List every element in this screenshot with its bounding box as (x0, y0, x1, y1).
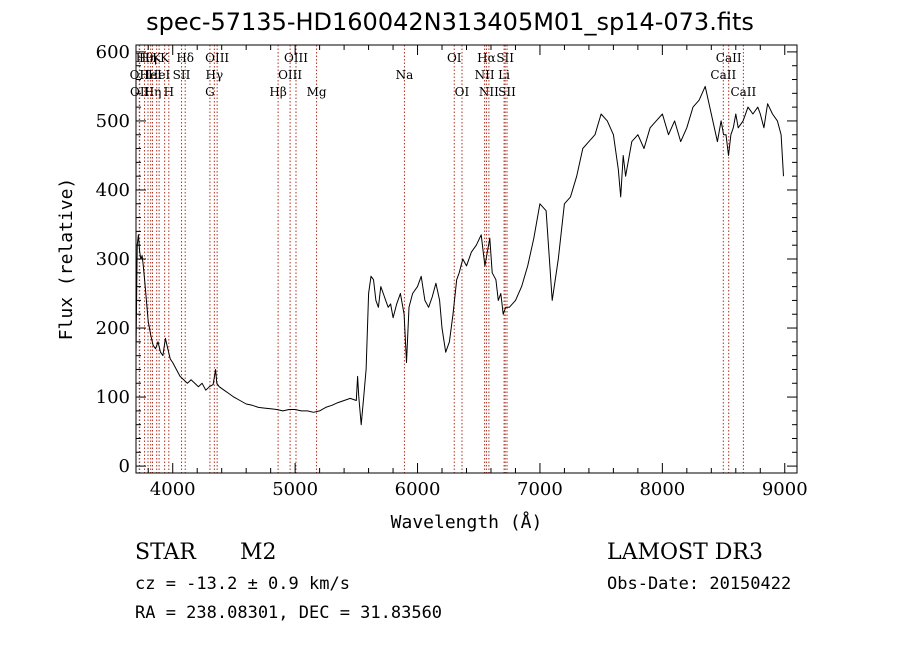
line-marker-label: Hη (144, 85, 162, 99)
line-marker-labels: OIIOIIHθHηHeIHηKHeIKHSIIHδGHγOIIIHβOIIIO… (130, 51, 757, 99)
line-marker-label: Mg (307, 85, 327, 99)
chart-title: spec-57135-HD160042N313405M01_sp14-073.f… (146, 8, 754, 36)
plot-frame (135, 44, 798, 474)
line-marker-label: CaII (716, 51, 742, 65)
line-marker-label: NII (479, 85, 499, 99)
line-marker-label: Hα (477, 51, 496, 65)
spectrum-line (135, 85, 784, 426)
line-marker-label: OI (455, 85, 470, 99)
x-tick-label: 9000 (762, 479, 808, 500)
line-marker-label: OII (130, 68, 150, 82)
line-marker-label: H (164, 85, 174, 99)
coordinates: RA = 238.08301, DEC = 31.83560 (135, 603, 443, 623)
y-tick-label: 500 (96, 111, 130, 132)
line-markers (138, 45, 744, 473)
y-tick-label: 600 (96, 42, 130, 63)
line-marker-label: G (205, 85, 215, 99)
line-marker-label: Li (498, 68, 510, 82)
y-tick-label: 200 (96, 318, 130, 339)
x-tick-label: 6000 (395, 479, 441, 500)
line-marker-label: Hβ (269, 85, 286, 99)
y-tick-label: 300 (96, 249, 130, 270)
cz-value: cz = -13.2 ± 0.9 km/s (135, 574, 350, 594)
line-marker-label: OIII (205, 51, 229, 65)
line-marker-label: OII (130, 85, 150, 99)
y-tick-label: 100 (96, 387, 130, 408)
x-tick-label: 4000 (150, 479, 196, 500)
line-marker-label: K (152, 51, 162, 65)
subclass-label: M2 (240, 540, 277, 565)
line-marker-label: HeI (148, 68, 171, 82)
line-marker-label: SII (498, 85, 516, 99)
line-marker-label: Hδ (176, 51, 194, 65)
survey-label: LAMOST DR3 (607, 540, 763, 565)
line-marker-label: Hθ (136, 51, 154, 65)
x-axis-label: Wavelength (Å) (391, 511, 543, 533)
y-axis-label: Flux (relative) (56, 178, 77, 341)
y-tick-label: 400 (96, 180, 130, 201)
x-tick-label: 5000 (272, 479, 318, 500)
line-marker-label: SII (496, 51, 514, 65)
line-marker-label: SII (173, 68, 191, 82)
line-marker-label: Na (396, 68, 414, 82)
x-axis: 4000 5000 6000 7000 8000 9000 (147, 45, 808, 500)
line-marker-label: CaII (710, 68, 736, 82)
class-label: STAR (135, 540, 196, 565)
line-marker-label: OI (447, 51, 462, 65)
x-tick-label: 8000 (639, 479, 685, 500)
line-marker-label: NII (475, 68, 495, 82)
line-marker-label: K (160, 51, 170, 65)
obs-date: Obs-Date: 20150422 (607, 574, 792, 594)
x-tick-label: 7000 (517, 479, 563, 500)
y-axis: 0 100 200 300 400 500 600 (96, 42, 797, 477)
line-marker-label: OIII (284, 51, 308, 65)
line-marker-label: OIII (278, 68, 302, 82)
line-marker-label: HeI (140, 68, 163, 82)
y-tick-label: 0 (119, 456, 130, 477)
line-marker-label: Hη (139, 51, 157, 65)
line-marker-label: Hγ (206, 68, 224, 82)
line-marker-label: CaII (730, 85, 756, 99)
